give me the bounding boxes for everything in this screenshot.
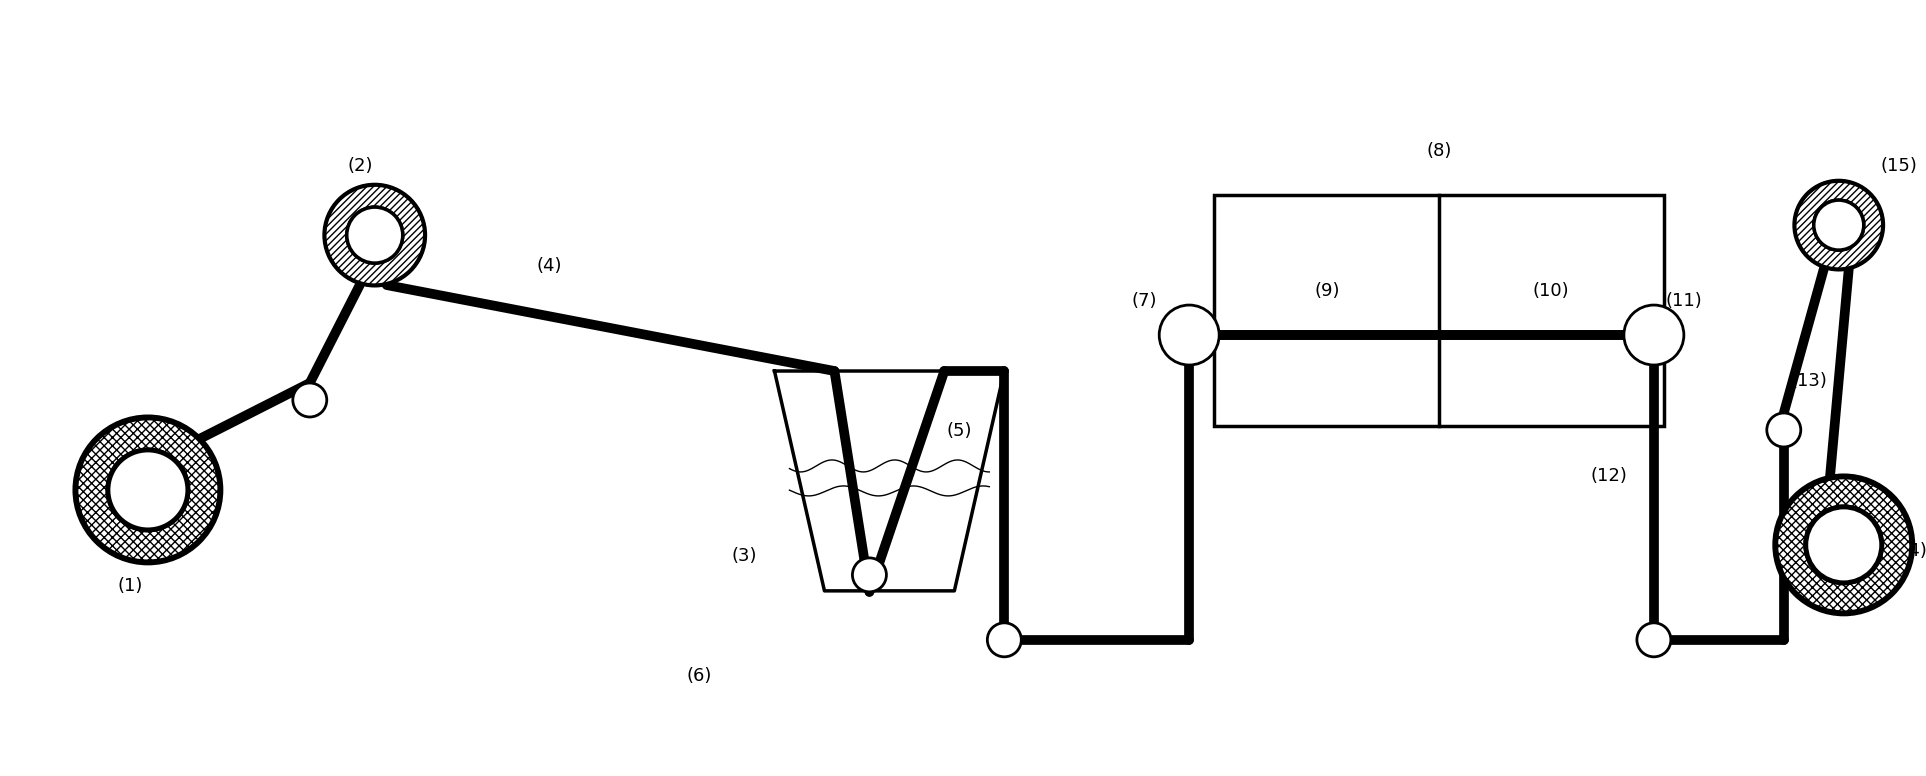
Circle shape	[853, 558, 886, 592]
Circle shape	[1624, 305, 1683, 365]
Circle shape	[1159, 305, 1219, 365]
Text: (5): (5)	[946, 422, 973, 440]
Text: (6): (6)	[688, 667, 713, 684]
Text: (13): (13)	[1791, 372, 1828, 390]
Bar	[1213, 195, 1664, 426]
Text: (2): (2)	[347, 158, 372, 175]
Text: (9): (9)	[1314, 282, 1340, 300]
Text: (8): (8)	[1427, 142, 1452, 160]
Text: (11): (11)	[1666, 292, 1703, 310]
Circle shape	[347, 207, 403, 263]
Text: (15): (15)	[1880, 158, 1916, 175]
Circle shape	[1637, 623, 1672, 656]
Circle shape	[1814, 200, 1864, 250]
Circle shape	[1795, 181, 1884, 269]
Text: (3): (3)	[732, 547, 757, 565]
Circle shape	[108, 450, 189, 530]
Circle shape	[75, 418, 220, 562]
Text: (4): (4)	[537, 257, 562, 275]
Circle shape	[1807, 507, 1882, 583]
Circle shape	[325, 185, 426, 285]
Text: (7): (7)	[1131, 292, 1158, 310]
Text: (1): (1)	[117, 577, 143, 595]
Circle shape	[988, 623, 1021, 656]
Circle shape	[293, 383, 327, 417]
Circle shape	[1776, 477, 1913, 613]
Circle shape	[1766, 413, 1801, 447]
Text: (12): (12)	[1591, 467, 1627, 485]
Text: (14): (14)	[1889, 542, 1926, 560]
Text: (10): (10)	[1533, 282, 1570, 300]
